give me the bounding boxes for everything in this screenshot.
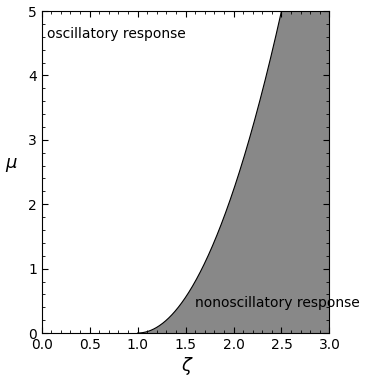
Polygon shape	[138, 11, 330, 333]
Text: nonoscillatory response: nonoscillatory response	[195, 296, 360, 311]
Text: oscillatory response: oscillatory response	[47, 27, 185, 41]
X-axis label: ζ: ζ	[181, 357, 190, 375]
Y-axis label: μ: μ	[6, 154, 17, 172]
